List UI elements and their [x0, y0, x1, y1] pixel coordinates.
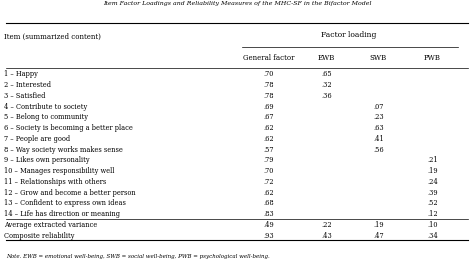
Text: .41: .41: [373, 135, 384, 143]
Text: .57: .57: [264, 146, 274, 154]
Text: .67: .67: [264, 113, 274, 121]
Text: .07: .07: [373, 102, 383, 111]
Text: 7 – People are good: 7 – People are good: [4, 135, 70, 143]
Text: Average extracted variance: Average extracted variance: [4, 221, 97, 229]
Text: 8 – Way society works makes sense: 8 – Way society works makes sense: [4, 146, 123, 154]
Text: .93: .93: [264, 232, 274, 240]
Text: 4 – Contribute to society: 4 – Contribute to society: [4, 102, 87, 111]
Text: Note. EWB = emotional well-being, SWB = social well-being, PWB = psychological w: Note. EWB = emotional well-being, SWB = …: [6, 254, 270, 259]
Text: .10: .10: [427, 221, 438, 229]
Text: .21: .21: [427, 156, 438, 164]
Text: Item Factor Loadings and Reliability Measures of the MHC-SF in the Bifactor Mode: Item Factor Loadings and Reliability Mea…: [103, 1, 371, 5]
Text: .72: .72: [264, 178, 274, 186]
Text: 9 – Likes own personality: 9 – Likes own personality: [4, 156, 90, 164]
Text: PWB: PWB: [424, 54, 441, 62]
Text: .52: .52: [427, 199, 438, 207]
Text: EWB: EWB: [318, 54, 335, 62]
Text: .43: .43: [321, 232, 332, 240]
Text: 11 – Relationships with others: 11 – Relationships with others: [4, 178, 106, 186]
Text: .47: .47: [373, 232, 383, 240]
Text: .70: .70: [264, 70, 274, 78]
Text: .22: .22: [321, 221, 332, 229]
Text: .78: .78: [264, 92, 274, 100]
Text: .79: .79: [264, 156, 274, 164]
Text: Item (summarized content): Item (summarized content): [4, 33, 100, 41]
Text: .12: .12: [427, 210, 438, 218]
Text: .56: .56: [373, 146, 383, 154]
Text: 10 – Manages responsibility well: 10 – Manages responsibility well: [4, 167, 114, 175]
Text: .62: .62: [264, 124, 274, 132]
Text: 13 – Confident to express own ideas: 13 – Confident to express own ideas: [4, 199, 126, 207]
Text: 14 – Life has direction or meaning: 14 – Life has direction or meaning: [4, 210, 120, 218]
Text: .78: .78: [264, 81, 274, 89]
Text: .19: .19: [427, 167, 438, 175]
Text: .36: .36: [321, 92, 332, 100]
Text: .34: .34: [427, 232, 438, 240]
Text: .19: .19: [373, 221, 383, 229]
Text: .69: .69: [264, 102, 274, 111]
Text: .65: .65: [321, 70, 332, 78]
Text: 3 – Satisfied: 3 – Satisfied: [4, 92, 45, 100]
Text: 2 – Interested: 2 – Interested: [4, 81, 51, 89]
Text: .68: .68: [264, 199, 274, 207]
Text: General factor: General factor: [243, 54, 294, 62]
Text: 1 – Happy: 1 – Happy: [4, 70, 37, 78]
Text: .32: .32: [321, 81, 332, 89]
Text: Composite reliability: Composite reliability: [4, 232, 74, 240]
Text: .70: .70: [264, 167, 274, 175]
Text: .83: .83: [264, 210, 274, 218]
Text: .24: .24: [427, 178, 438, 186]
Text: .62: .62: [264, 189, 274, 197]
Text: 5 – Belong to community: 5 – Belong to community: [4, 113, 88, 121]
Text: SWB: SWB: [370, 54, 387, 62]
Text: .49: .49: [264, 221, 274, 229]
Text: .63: .63: [373, 124, 383, 132]
Text: .62: .62: [264, 135, 274, 143]
Text: .39: .39: [427, 189, 438, 197]
Text: 6 – Society is becoming a better place: 6 – Society is becoming a better place: [4, 124, 133, 132]
Text: .23: .23: [373, 113, 383, 121]
Text: 12 – Grow and become a better person: 12 – Grow and become a better person: [4, 189, 136, 197]
Text: Factor loading: Factor loading: [321, 31, 377, 39]
